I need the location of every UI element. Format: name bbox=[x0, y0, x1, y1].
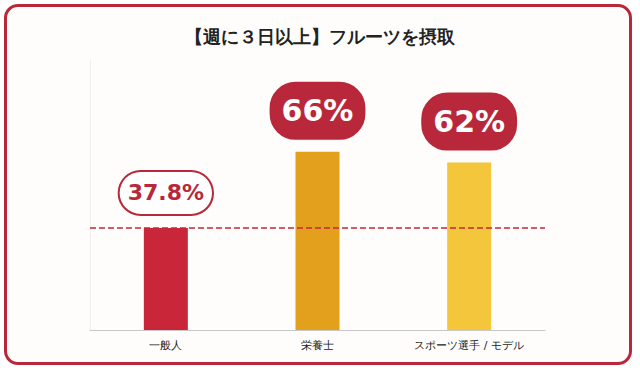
svg-text:スポーツ選手 / モデル: スポーツ選手 / モデル bbox=[414, 339, 524, 352]
svg-text:一般人: 一般人 bbox=[149, 339, 182, 352]
svg-text:37.8%: 37.8% bbox=[128, 180, 204, 205]
svg-text:栄養士: 栄養士 bbox=[301, 339, 334, 352]
svg-text:62%: 62% bbox=[433, 104, 505, 139]
svg-text:66%: 66% bbox=[282, 93, 354, 128]
svg-text:【週に３日以上】フルーツを摂取: 【週に３日以上】フルーツを摂取 bbox=[185, 26, 456, 47]
